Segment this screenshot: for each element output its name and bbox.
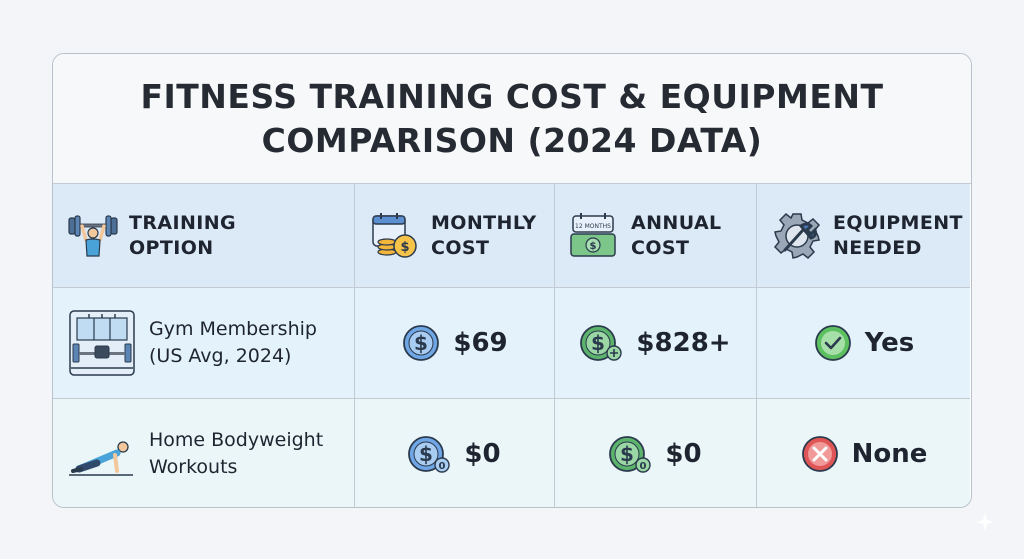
gym-interior-icon xyxy=(69,310,135,376)
monthly-cost-value: $69 xyxy=(453,328,508,358)
svg-text:$: $ xyxy=(400,240,409,255)
calendar-coins-icon: $ xyxy=(372,212,417,258)
svg-text:$: $ xyxy=(620,442,634,466)
svg-text:$: $ xyxy=(419,442,433,466)
comparison-table: TRAINING OPTION $ MONTHLY COST xyxy=(53,184,971,507)
weightlifter-icon xyxy=(68,214,118,257)
svg-text:12 MONTHS: 12 MONTHS xyxy=(575,223,611,230)
comparison-card: FITNESS TRAINING COST & EQUIPMENT COMPAR… xyxy=(52,53,972,508)
dollar-coin-zero-icon: $ 0 xyxy=(408,436,451,473)
header-label: EQUIPMENT NEEDED xyxy=(833,211,963,259)
annual-cost-value: $828+ xyxy=(636,328,731,358)
svg-text:$: $ xyxy=(414,331,428,355)
equipment-cell: None xyxy=(757,399,970,507)
calendar-cash-icon: 12 MONTHS $ xyxy=(570,212,616,257)
option-label: Gym Membership (US Avg, 2024) xyxy=(149,318,317,367)
svg-text:$: $ xyxy=(590,241,597,252)
monthly-cost-cell: $ 0 $0 xyxy=(355,399,555,507)
monthly-cost-cell: $ $69 xyxy=(355,288,555,399)
x-circle-icon xyxy=(801,436,838,472)
annual-cost-cell: $ 0 $0 xyxy=(555,399,757,507)
annual-cost-cell: $ $828+ xyxy=(555,288,757,399)
header-monthly-cost: $ MONTHLY COST xyxy=(355,184,555,288)
sparkle-icon xyxy=(976,513,994,531)
header-label: TRAINING OPTION xyxy=(129,211,237,259)
header-training-option: TRAINING OPTION xyxy=(53,184,355,288)
title-line-2: COMPARISON (2024 DATA) xyxy=(261,120,763,160)
equipment-cell: Yes xyxy=(757,288,970,399)
header-label: ANNUAL COST xyxy=(631,211,722,259)
page-title: FITNESS TRAINING COST & EQUIPMENT COMPAR… xyxy=(53,54,971,184)
gear-wrench-icon xyxy=(773,212,821,259)
svg-text:0: 0 xyxy=(640,461,647,472)
svg-text:0: 0 xyxy=(439,461,446,472)
header-equipment-needed: EQUIPMENT NEEDED xyxy=(757,184,970,288)
equipment-value: None xyxy=(851,439,928,469)
title-line-1: FITNESS TRAINING COST & EQUIPMENT xyxy=(140,76,884,116)
dollar-coin-plus-icon: $ xyxy=(580,325,623,361)
header-annual-cost: 12 MONTHS $ ANNUAL COST xyxy=(555,184,757,288)
option-label: Home Bodyweight Workouts xyxy=(149,429,324,478)
monthly-cost-value: $0 xyxy=(464,439,501,469)
dollar-coin-zero-icon: $ 0 xyxy=(609,436,652,473)
annual-cost-value: $0 xyxy=(665,439,702,469)
svg-text:$: $ xyxy=(591,331,605,355)
pushup-person-icon xyxy=(69,441,133,476)
check-circle-icon xyxy=(814,325,851,361)
option-cell: Home Bodyweight Workouts xyxy=(53,399,355,507)
header-label: MONTHLY COST xyxy=(431,211,537,259)
option-cell: Gym Membership (US Avg, 2024) xyxy=(53,288,355,399)
equipment-value: Yes xyxy=(864,328,915,358)
dollar-coin-icon: $ xyxy=(403,325,440,361)
